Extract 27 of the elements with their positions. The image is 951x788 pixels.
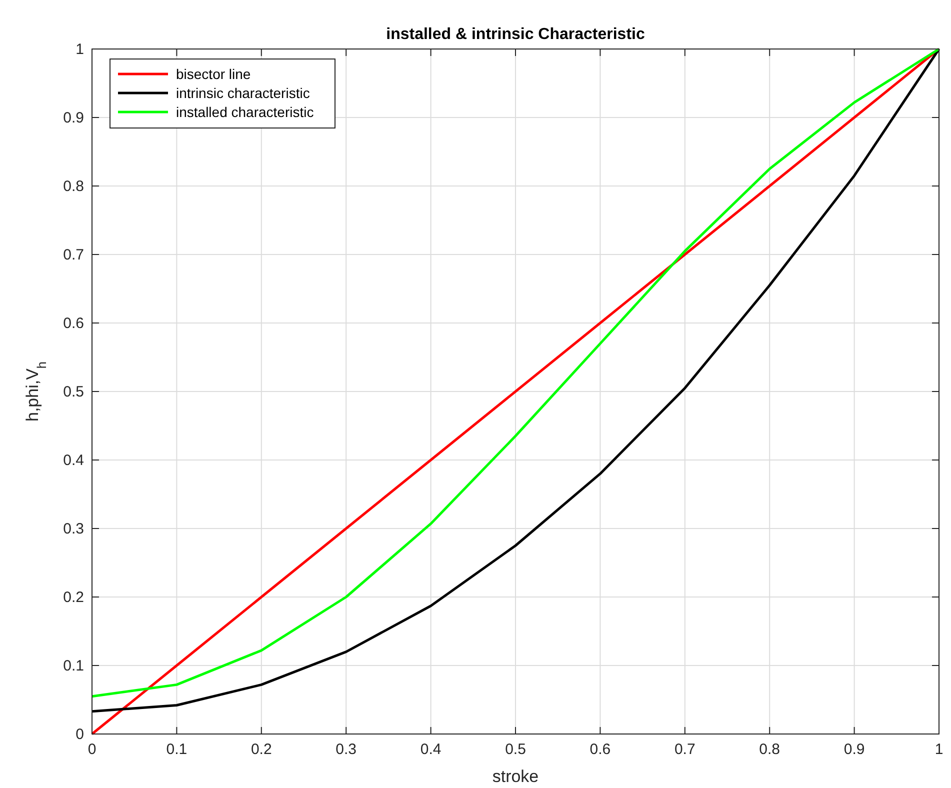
y-tick-label: 0.1 <box>63 658 84 674</box>
x-axis-title: stroke <box>492 767 539 786</box>
x-tick-label: 0.4 <box>420 741 442 758</box>
y-tick-label: 0.3 <box>63 520 84 538</box>
y-tick-label: 0.9 <box>63 110 84 126</box>
x-tick-label: 0.8 <box>759 741 780 758</box>
x-tick-label: 0.2 <box>250 741 272 758</box>
y-tick-label: 0.4 <box>63 452 84 469</box>
x-tick-label: 0 <box>88 741 96 758</box>
y-tick-label: 0.6 <box>63 315 84 332</box>
y-tick-label: 0.2 <box>63 589 84 606</box>
x-tick-label: 0.9 <box>844 741 865 758</box>
x-tick-label: 0.7 <box>674 741 696 758</box>
x-tick-label: 0.5 <box>505 741 526 758</box>
chart-title: installed & intrinsic Characteristic <box>386 26 645 43</box>
y-tick-label: 1 <box>76 41 84 58</box>
legend-label: installed characteristic <box>176 104 314 120</box>
y-tick-label: 0.8 <box>63 178 84 195</box>
y-tick-label: 0.5 <box>63 384 84 400</box>
legend-label: bisector line <box>176 66 251 82</box>
y-tick-label: 0.7 <box>63 246 84 264</box>
x-tick-label: 1 <box>934 741 944 758</box>
x-tick-label: 0.1 <box>166 741 188 758</box>
x-tick-label: 0.6 <box>590 741 611 758</box>
x-tick-label: 0.3 <box>336 741 357 758</box>
y-tick-label: 0 <box>76 726 84 743</box>
legend-label: intrinsic characteristic <box>176 85 310 101</box>
